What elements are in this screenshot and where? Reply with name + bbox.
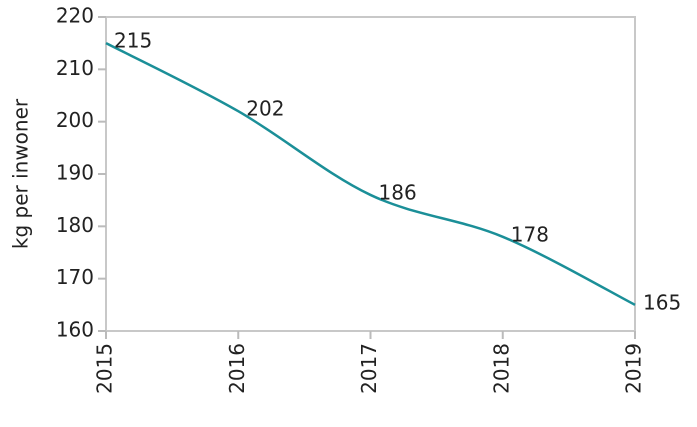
y-tick-label: 190 xyxy=(56,161,94,185)
x-tick-label: 2018 xyxy=(489,343,513,394)
y-tick-label: 170 xyxy=(56,265,94,289)
line xyxy=(105,42,636,306)
y-tick-label: 160 xyxy=(56,318,94,342)
x-tick-label: 2017 xyxy=(357,343,381,394)
data-label: 202 xyxy=(246,97,284,121)
x-tick-label: 2015 xyxy=(93,343,117,394)
x-tick-label: 2019 xyxy=(622,343,646,394)
y-tick-label: 180 xyxy=(56,213,94,237)
data-label: 178 xyxy=(511,222,549,246)
y-tick-label: 210 xyxy=(56,56,94,80)
y-tick-label: 200 xyxy=(56,108,94,132)
data-label: 186 xyxy=(379,180,417,204)
y-axis-label: kg per inwoner xyxy=(9,98,33,249)
data-label: 165 xyxy=(643,290,681,314)
y-tick-label: 220 xyxy=(56,4,94,28)
x-tick-label: 2016 xyxy=(225,343,249,394)
plot-frame xyxy=(105,16,636,332)
data-label: 215 xyxy=(114,29,152,53)
